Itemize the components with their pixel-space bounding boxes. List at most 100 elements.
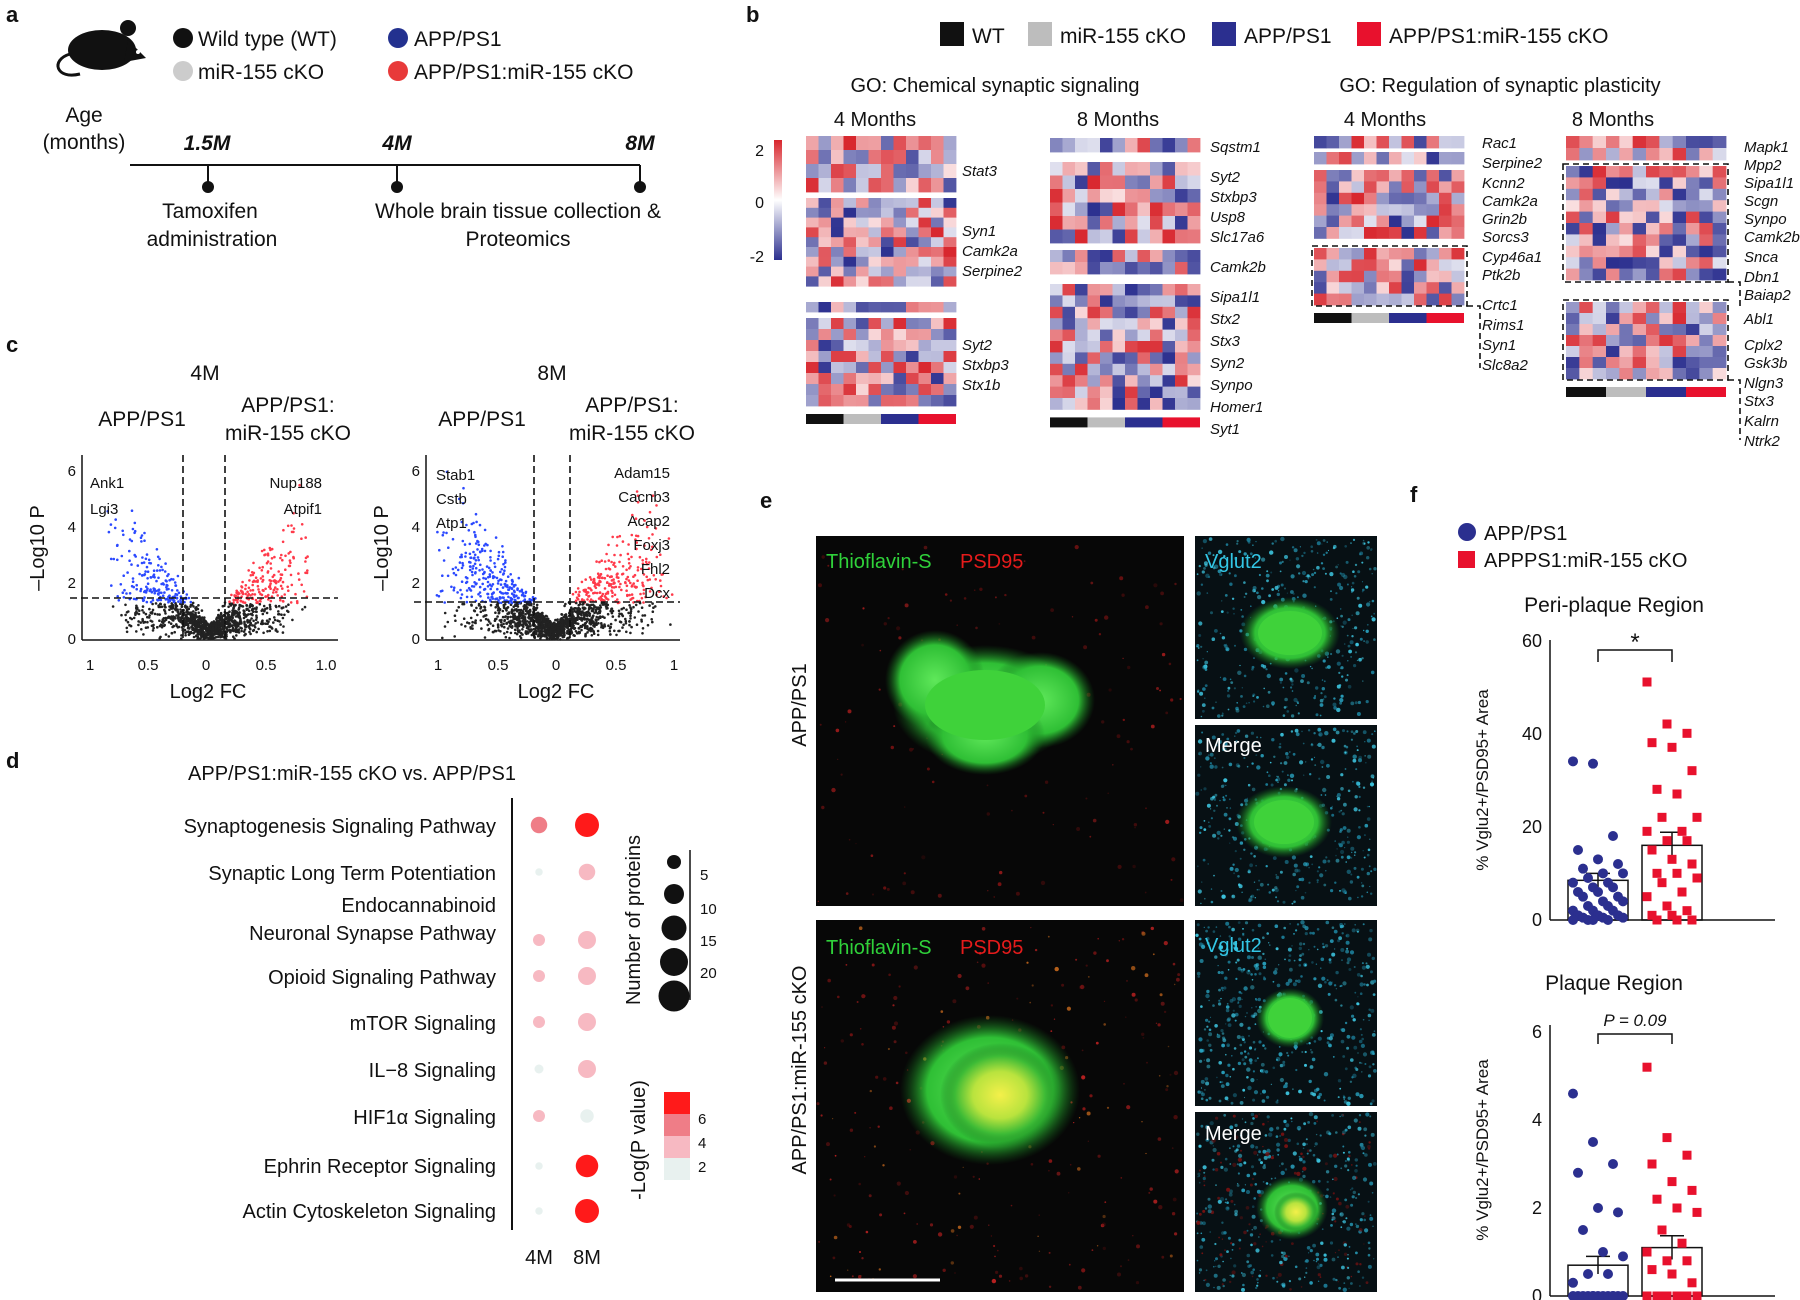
volcano-point [164,612,167,615]
volcano-point [516,626,519,630]
speckle-dot [1293,548,1298,553]
heatmap-cell [1137,329,1151,342]
heatmap-cell [1712,136,1727,149]
volcano-point [276,588,279,591]
heatmap-cell [856,362,869,374]
heatmap-cell [1087,375,1101,387]
volcano-point [453,614,457,617]
heatmap-cell [1100,162,1113,176]
speckle-dot [1366,602,1371,607]
volcano-point [156,626,159,629]
speckle-dot [1101,720,1105,724]
volcano-point [630,597,634,600]
speckle-dot [1354,851,1357,854]
v1-ytick-6: 6 [68,463,76,480]
heatmap-chemical-8m [1050,138,1201,428]
speckle-dot [1276,592,1281,597]
volcano-point [265,619,269,622]
heatmap-cell [1712,324,1727,336]
volcano-point [256,601,259,605]
heatmap-cell [1075,138,1088,153]
heatmap-cell [931,351,944,363]
heatmap-cell [1087,250,1101,263]
volcano-point [499,578,502,581]
volcano-point [197,622,200,626]
heatmap-cell [1646,268,1660,281]
heatmap-cell [818,373,832,385]
speckle-dot [1300,679,1304,683]
volcano-point [161,594,165,597]
volcano-plot-4m: Ank1 Lgi3 Nup188 Atpif1 0 2 4 6 1 0.5 0 … [27,455,338,703]
speckle-dot [1090,581,1094,585]
heatmap-cell [1632,234,1647,247]
volcano-point [512,593,516,597]
gene-label: Camk2a [962,243,1018,260]
heatmap-cell [1162,386,1176,399]
volcano-point [513,595,516,599]
volcano-point [272,573,276,577]
speckle-dot [1234,644,1236,647]
b-legend-wt: WT [972,25,1005,48]
heatmap-cell [1592,177,1607,190]
volcano-point [478,578,481,581]
volcano-point [628,604,631,607]
heatmap-cell [906,276,919,287]
speckle-dot [1351,635,1354,638]
b-legend-swatch-wt [940,22,964,46]
volcano-point [269,562,273,565]
volcano-point [153,612,157,616]
heatmap-cell [868,362,882,374]
volcano-point [217,622,221,625]
gene-label: Nlgn3 [1744,375,1784,392]
speckle-dot [1346,583,1349,586]
scale-tick-0: 0 [755,195,764,212]
volcano-point [167,573,170,576]
heatmap-cell [1326,192,1340,205]
heatmap-cell [1351,248,1365,260]
heatmap-cell [856,276,869,287]
speckle-dot [1373,638,1376,641]
heatmap-cell [1062,138,1076,153]
heatmap-cell [1712,346,1727,358]
volcano-point [180,605,184,608]
heatmap-cell [1439,227,1452,239]
volcano-point [276,594,280,597]
speckle-dot [1275,874,1278,876]
heatmap-cell [1339,282,1352,294]
volcano-point [577,593,580,596]
gene-label: Rac1 [1482,135,1517,152]
heatmap-cell [893,384,907,396]
speckle-dot [1284,672,1288,675]
heatmap-cell [1606,313,1620,325]
volcano-point [243,628,247,631]
gene-label: Kcnn2 [1482,175,1525,192]
speckle-dot [1319,714,1322,717]
volcano-point [471,624,474,627]
volcano-point [641,581,644,585]
volcano-point [634,547,638,551]
heatmap-cell [1326,259,1340,272]
color-legend-title: -Log(P value) [628,1080,650,1200]
heatmap-cell [1326,215,1340,228]
heatmap-cell [1686,335,1700,347]
volcano-point [301,608,304,611]
heatmap-cell [1712,268,1727,281]
heatmap-cell [1414,227,1427,239]
speckle-dot [909,747,913,752]
heatmap-cell [1451,270,1465,283]
heatmap-cell [1175,216,1188,230]
speckle-dot [1341,812,1345,816]
volcano-point [157,593,160,596]
speckle-dot [1226,611,1229,614]
volcano-point [135,606,138,609]
heatmap-cell [1112,175,1126,190]
heatmap-cell [1162,162,1176,176]
speckle-dot [1247,540,1251,544]
speckle-dot [1271,542,1274,545]
volcano-point [479,595,482,598]
volcano-point [545,621,548,624]
heatmap-cell [1150,162,1163,176]
heatmap-cell [1376,293,1390,306]
volcano-point [609,633,612,636]
heatmap-cell [943,227,957,238]
